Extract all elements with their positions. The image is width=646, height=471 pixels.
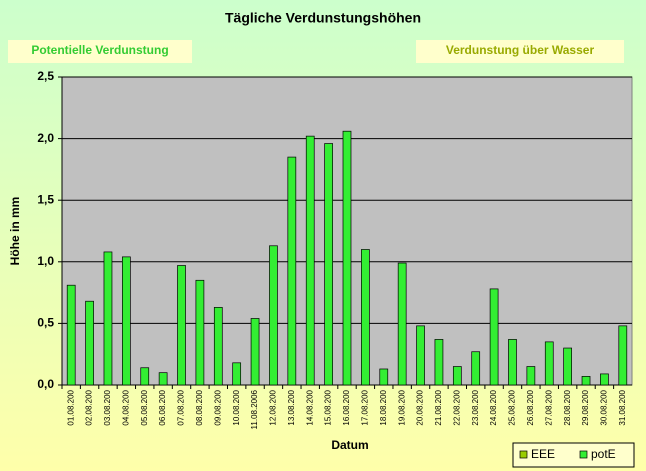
x-tick-label: 17.08.200 bbox=[360, 389, 369, 425]
bar bbox=[526, 366, 536, 386]
bar bbox=[416, 325, 425, 386]
legend bbox=[512, 442, 635, 468]
x-tick-label: 15.08.200 bbox=[324, 389, 333, 425]
bar bbox=[122, 256, 131, 386]
bar bbox=[103, 251, 113, 386]
x-tick-label: 03.08.200 bbox=[103, 389, 112, 425]
x-tick-label: 05.08.200 bbox=[140, 389, 149, 425]
annotation: Potentielle Verdunstung bbox=[31, 43, 168, 57]
bar bbox=[508, 339, 517, 386]
bar bbox=[305, 135, 315, 386]
x-tick-label: 11.08.2006 bbox=[250, 389, 259, 429]
bar bbox=[361, 249, 370, 386]
bar bbox=[66, 284, 76, 386]
annotation: Verdunstung über Wasser bbox=[446, 43, 595, 57]
x-tick-label: 23.08.200 bbox=[471, 389, 480, 425]
legend-swatch bbox=[519, 450, 528, 459]
legend-label: potE bbox=[591, 447, 616, 461]
bar bbox=[452, 366, 462, 386]
x-tick-label: 26.08.200 bbox=[526, 389, 535, 425]
x-tick-label: 09.08.200 bbox=[213, 389, 222, 425]
bar bbox=[269, 245, 278, 386]
bar bbox=[195, 279, 205, 386]
bar bbox=[434, 339, 444, 386]
x-tick-label: 08.08.200 bbox=[195, 389, 204, 425]
bar bbox=[397, 262, 407, 386]
y-tick-label: 0,0 bbox=[37, 377, 54, 391]
x-tick-label: 20.08.200 bbox=[416, 389, 425, 425]
x-tick-label: 01.08.200 bbox=[66, 389, 75, 425]
annotation-box bbox=[8, 40, 192, 63]
y-tick-label: 0,5 bbox=[37, 316, 54, 330]
x-tick-label: 27.08.200 bbox=[544, 389, 553, 425]
bar bbox=[250, 318, 260, 386]
bar bbox=[324, 143, 333, 386]
bar bbox=[544, 341, 554, 386]
x-tick-label: 10.08.200 bbox=[232, 389, 241, 425]
bar bbox=[379, 368, 389, 386]
y-tick-label: 2,5 bbox=[37, 69, 54, 83]
x-tick-label: 06.08.200 bbox=[158, 389, 167, 425]
x-tick-label: 31.08.200 bbox=[618, 389, 627, 425]
y-axis-label: Höhe in mm bbox=[8, 197, 22, 266]
x-tick-label: 13.08.200 bbox=[287, 389, 296, 425]
x-tick-label: 25.08.200 bbox=[508, 389, 517, 425]
x-tick-label: 19.08.200 bbox=[397, 389, 406, 425]
x-tick-label: 24.08.200 bbox=[489, 389, 498, 425]
y-tick-label: 1,0 bbox=[37, 254, 54, 268]
x-tick-label: 16.08.200 bbox=[342, 389, 351, 425]
bar bbox=[85, 300, 94, 386]
x-tick-label: 30.08.200 bbox=[600, 389, 609, 425]
bar bbox=[342, 130, 352, 386]
bar bbox=[140, 367, 150, 386]
bar bbox=[600, 373, 609, 386]
bar bbox=[563, 347, 572, 386]
bar bbox=[618, 325, 628, 386]
bar bbox=[581, 376, 591, 386]
bar bbox=[489, 288, 499, 386]
bar bbox=[213, 307, 223, 386]
x-tick-label: 12.08.200 bbox=[269, 389, 278, 425]
legend-label: EEE bbox=[531, 447, 555, 461]
x-tick-label: 21.08.200 bbox=[434, 389, 443, 425]
x-axis-label: Datum bbox=[331, 438, 368, 452]
annotation-box bbox=[416, 40, 624, 63]
chart-title: Tägliche Verdunstungshöhen bbox=[225, 10, 421, 26]
x-tick-label: 22.08.200 bbox=[452, 389, 461, 425]
x-tick-label: 14.08.200 bbox=[305, 389, 314, 425]
bar bbox=[177, 265, 186, 386]
bar bbox=[158, 372, 168, 386]
bar bbox=[232, 362, 242, 386]
y-tick-label: 2,0 bbox=[37, 131, 54, 145]
x-tick-label: 28.08.200 bbox=[563, 389, 572, 425]
bar bbox=[287, 156, 297, 386]
x-tick-label: 04.08.200 bbox=[121, 389, 130, 425]
x-tick-label: 02.08.200 bbox=[85, 389, 94, 425]
y-tick-label: 1,5 bbox=[37, 192, 54, 206]
x-tick-label: 29.08.200 bbox=[581, 389, 590, 425]
bar bbox=[471, 351, 481, 386]
legend-swatch bbox=[579, 450, 588, 459]
x-tick-label: 07.08.200 bbox=[177, 389, 186, 425]
x-tick-label: 18.08.200 bbox=[379, 389, 388, 425]
